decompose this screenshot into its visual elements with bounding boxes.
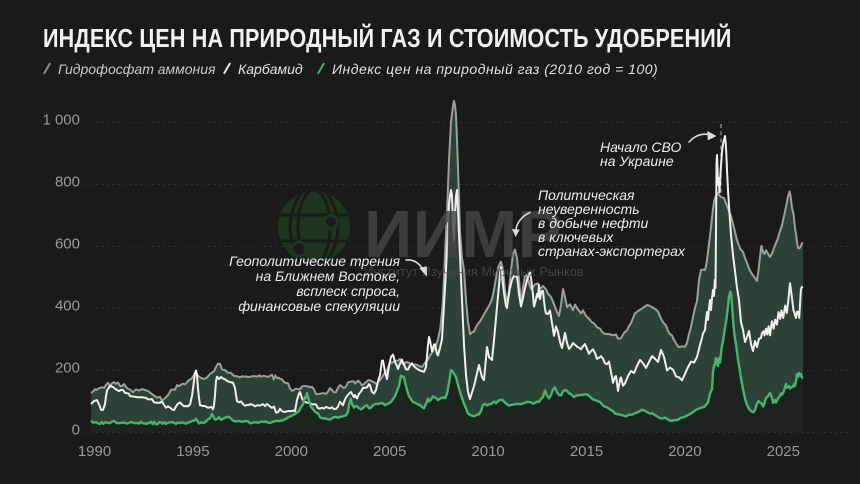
svg-text:2025: 2025 — [767, 443, 800, 460]
svg-text:в добыче нефти: в добыче нефти — [538, 215, 649, 231]
svg-text:2005: 2005 — [373, 443, 406, 460]
svg-text:на Украине: на Украине — [600, 153, 674, 169]
svg-text:800: 800 — [55, 174, 80, 191]
svg-text:на Ближнем Востоке,: на Ближнем Востоке, — [256, 268, 400, 284]
svg-text:всплеск спроса,: всплеск спроса, — [296, 283, 400, 299]
svg-text:2020: 2020 — [668, 443, 701, 460]
svg-text:странах-экспортерах: странах-экспортерах — [538, 243, 686, 259]
svg-text:600: 600 — [55, 236, 80, 253]
svg-text:400: 400 — [55, 298, 80, 315]
svg-text:200: 200 — [55, 360, 80, 377]
svg-text:Политическая: Политическая — [538, 187, 635, 203]
svg-text:2010: 2010 — [471, 443, 504, 460]
svg-text:0: 0 — [72, 422, 80, 439]
svg-text:Геополитические трения: Геополитические трения — [229, 253, 400, 269]
svg-text:в ключевых: в ключевых — [538, 229, 614, 245]
svg-text:2000: 2000 — [275, 443, 308, 460]
svg-text:финансовые спекуляции: финансовые спекуляции — [238, 298, 400, 314]
svg-text:1990: 1990 — [78, 443, 111, 460]
svg-text:неуверенность: неуверенность — [538, 201, 640, 217]
svg-text:Институт Изучения Мировых Рынк: Институт Изучения Мировых Рынков — [364, 265, 584, 279]
svg-text:1 000: 1 000 — [42, 112, 80, 129]
svg-text:2015: 2015 — [570, 443, 603, 460]
svg-text:Начало СВО: Начало СВО — [600, 139, 682, 155]
svg-text:1995: 1995 — [176, 443, 209, 460]
svg-text:ИИМР: ИИМР — [364, 197, 563, 272]
